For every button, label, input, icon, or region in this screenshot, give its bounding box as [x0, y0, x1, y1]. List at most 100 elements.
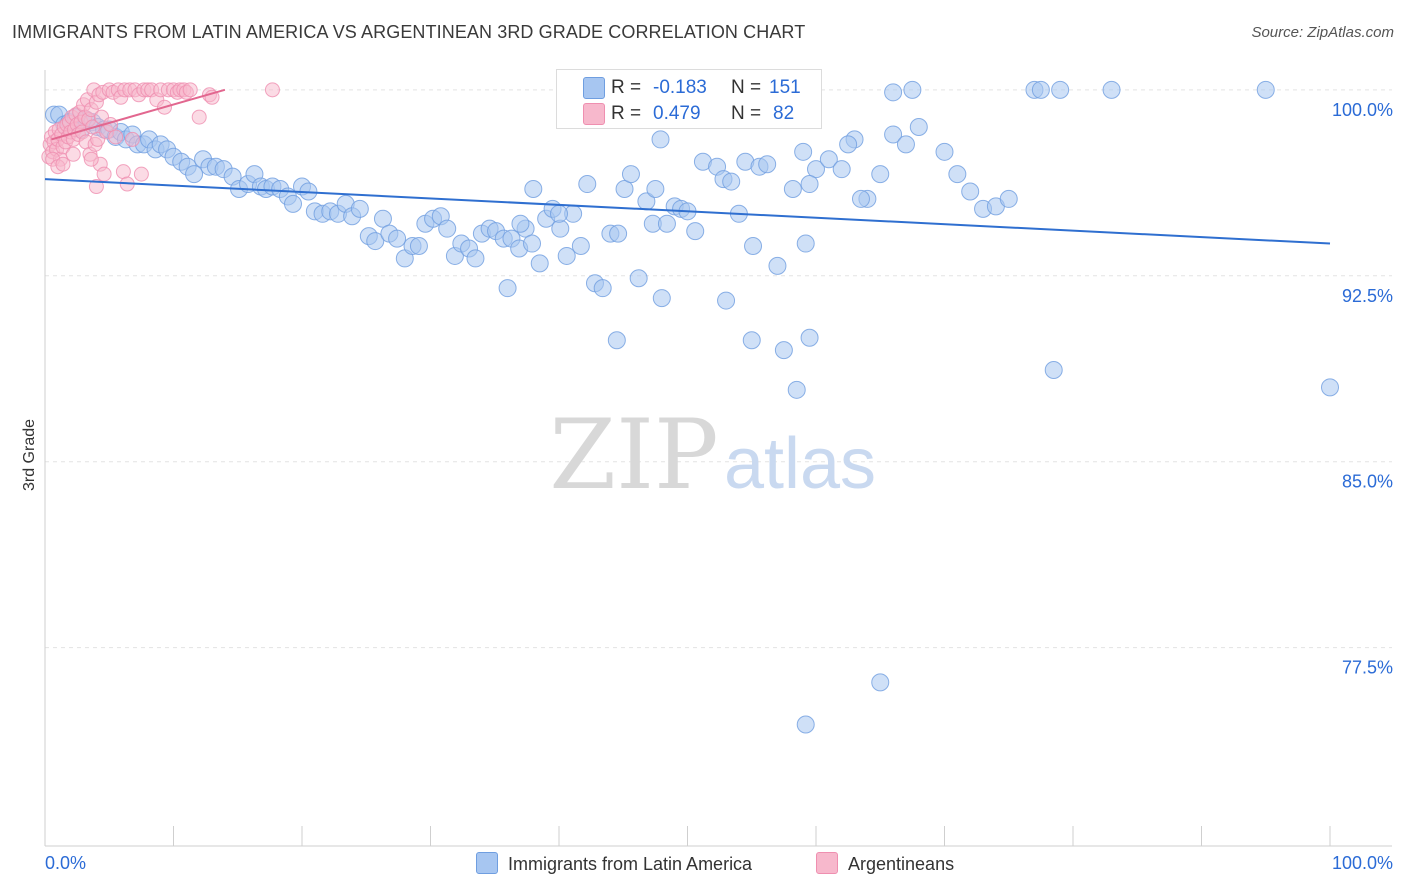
latin-america-point	[794, 142, 813, 161]
argentinean-point	[88, 179, 104, 195]
latin-america-point	[557, 246, 576, 265]
latin-america-point	[744, 237, 763, 256]
series-argentineans-points	[41, 82, 280, 195]
latin-america-point	[768, 256, 787, 275]
trend-line-latin-america	[44, 178, 1331, 245]
latin-america-point	[550, 204, 568, 223]
latin-america-point	[284, 194, 303, 213]
latin-america-point	[774, 341, 793, 360]
argentinean-point	[124, 131, 140, 147]
latin-america-point	[903, 80, 922, 99]
trend-lines	[44, 88, 1331, 245]
latin-america-point	[1051, 80, 1070, 99]
bottom-legend-label: Argentineans	[848, 854, 955, 874]
latin-america-point	[909, 118, 928, 137]
argentinean-point	[65, 146, 81, 162]
latin-america-point	[800, 328, 819, 347]
latin-america-point	[819, 150, 838, 169]
latin-america-point	[832, 160, 851, 179]
latin-america-point	[871, 673, 890, 692]
latin-america-point	[511, 214, 530, 233]
x-tick-label: 0.0%	[45, 853, 86, 873]
latin-america-point	[796, 715, 815, 734]
latin-america-point	[839, 135, 858, 154]
latin-america-point	[438, 219, 457, 238]
argentinean-point	[182, 82, 198, 98]
source-label: Source: ZipAtlas.com	[1251, 24, 1394, 41]
y-tick-label: 85.0%	[1342, 472, 1393, 492]
latin-america-point	[686, 222, 705, 241]
latin-america-point	[409, 237, 428, 256]
x-tick-label: 100.0%	[1332, 853, 1393, 873]
latin-america-point	[961, 182, 980, 201]
latin-america-point	[571, 237, 590, 256]
legend-r-value: -0.183	[653, 77, 707, 98]
legend-r-label: R =	[611, 103, 642, 124]
latin-america-point	[999, 189, 1018, 208]
argentinean-point	[108, 129, 124, 145]
tick-labels: 100.0% 92.5% 85.0% 77.5% 0.0% 100.0%	[45, 100, 1393, 873]
legend-n-value: 82	[773, 103, 795, 124]
y-tick-label: 92.5%	[1342, 286, 1393, 306]
legend-n-value: 151	[769, 77, 801, 98]
argentinean-point	[115, 164, 131, 180]
latin-america-point	[657, 214, 676, 233]
latin-america-point	[1031, 80, 1050, 99]
latin-america-point	[551, 219, 570, 238]
argentinean-point	[55, 156, 71, 172]
latin-america-point	[373, 209, 392, 228]
y-tick-label: 100.0%	[1332, 100, 1393, 120]
y-tick-label: 77.5%	[1342, 658, 1393, 678]
latin-america-point	[646, 180, 665, 199]
latin-america-point	[530, 254, 549, 273]
bottom-legend-label: Immigrants from Latin America	[508, 854, 753, 874]
latin-america-point	[742, 331, 761, 350]
latin-america-point	[884, 83, 903, 102]
latin-america-point	[717, 291, 736, 310]
latin-america-point	[185, 165, 204, 184]
latin-america-point	[621, 165, 640, 184]
latin-america-point	[948, 165, 967, 184]
latin-america-point	[796, 234, 815, 253]
latin-america-point	[807, 160, 825, 179]
latin-america-point	[935, 142, 954, 161]
latin-america-point	[851, 189, 870, 208]
latin-america-point	[871, 165, 890, 184]
axes	[44, 70, 1392, 847]
latin-america-point	[884, 125, 903, 144]
trend-line-argentineans	[51, 88, 226, 141]
argentinean-point	[83, 151, 99, 167]
latin-america-point	[783, 180, 802, 199]
latin-america-point	[593, 279, 612, 298]
latin-america-point	[523, 234, 542, 253]
latin-america-point	[350, 199, 369, 218]
argentinean-point	[264, 82, 280, 98]
latin-america-point	[629, 269, 648, 288]
argentinean-point	[133, 166, 149, 182]
legend-n-label: N =	[731, 77, 762, 98]
latin-america-point	[466, 249, 485, 268]
latin-america-point	[524, 180, 543, 199]
legend-r-label: R =	[611, 77, 642, 98]
latin-america-point	[758, 155, 777, 174]
latin-america-point	[1256, 80, 1275, 99]
legend-n-label: N =	[731, 103, 762, 124]
bottom-legend-swatch-blue	[476, 852, 498, 874]
watermark-atlas: atlas	[724, 424, 876, 504]
latin-america-point	[578, 175, 597, 194]
series-latin-america-points	[44, 80, 1339, 734]
latin-america-point	[366, 232, 385, 251]
latin-america-point	[896, 135, 915, 154]
bottom-legend-argentineans: Argentineans	[816, 852, 954, 875]
bottom-legend-swatch-pink	[816, 852, 838, 874]
legend-swatch-pink	[583, 103, 605, 125]
watermark: ZIP atlas	[549, 399, 876, 511]
latin-america-point	[787, 380, 806, 399]
bottom-legend-latin-america: Immigrants from Latin America	[476, 852, 752, 875]
latin-america-point	[607, 331, 626, 350]
correlation-legend: R = -0.183 N = 151 R = 0.479 N = 82	[556, 69, 822, 129]
legend-swatch-blue	[583, 77, 605, 99]
latin-america-point	[388, 229, 407, 248]
latin-america-point	[1321, 378, 1339, 397]
